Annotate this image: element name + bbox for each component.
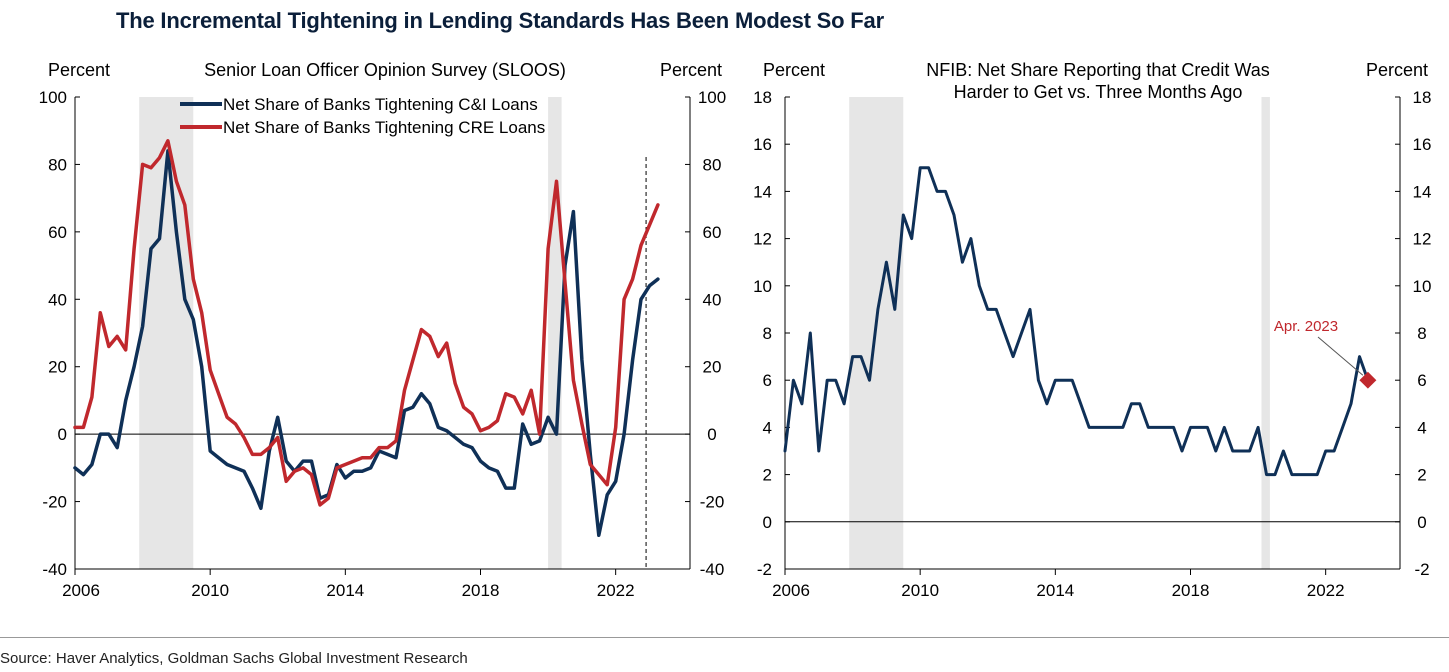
y-tick-label-left: 6 <box>763 371 772 390</box>
x-tick-label: 2010 <box>901 581 939 600</box>
y-tick-label-left: 0 <box>763 513 772 532</box>
y-tick-label-left: 8 <box>763 324 772 343</box>
y-tick-label-right: 20 <box>703 358 722 377</box>
y-tick-label-left: -2 <box>757 560 772 579</box>
series-line-nfib <box>783 166 1370 477</box>
x-tick-label: 2014 <box>1036 581 1074 600</box>
y-tick-label-left: 40 <box>48 290 67 309</box>
y-tick-label-right: 16 <box>1413 135 1432 154</box>
y-tick-label-left: 80 <box>48 155 67 174</box>
y-tick-label-right: 60 <box>703 223 722 242</box>
y-tick-label-left: 100 <box>39 88 67 107</box>
y-tick-label-right: 10 <box>1413 277 1432 296</box>
legend-label: Net Share of Banks Tightening CRE Loans <box>223 118 545 137</box>
y-tick-label-left: 20 <box>48 358 67 377</box>
chart-title-line: NFIB: Net Share Reporting that Credit Wa… <box>926 60 1269 80</box>
x-tick-label: 2014 <box>326 581 364 600</box>
annotation-leader <box>1317 336 1364 376</box>
y-tick-label-right: 6 <box>1417 371 1426 390</box>
x-tick-label: 2018 <box>462 581 500 600</box>
y-tick-label-right: 0 <box>707 425 716 444</box>
y-tick-label-right: 40 <box>703 290 722 309</box>
y-axis-label-left: Percent <box>763 60 825 80</box>
y-axis-label-left: Percent <box>48 60 110 80</box>
legend-label: Net Share of Banks Tightening C&I Loans <box>223 95 538 114</box>
y-tick-label-right: 18 <box>1413 88 1432 107</box>
y-tick-label-right: 8 <box>1417 324 1426 343</box>
y-tick-label-left: -40 <box>42 560 67 579</box>
series-line-cre-loans <box>73 139 660 507</box>
chart-title-line: Harder to Get vs. Three Months Ago <box>954 82 1243 102</box>
annotation-label: Apr. 2023 <box>1274 318 1338 335</box>
y-tick-label-left: 18 <box>753 88 772 107</box>
chart-title: Senior Loan Officer Opinion Survey (SLOO… <box>204 60 566 80</box>
y-tick-label-right: 0 <box>1417 513 1426 532</box>
y-tick-label-right: -20 <box>700 493 725 512</box>
y-tick-label-right: 2 <box>1417 466 1426 485</box>
page-title: The Incremental Tightening in Lending St… <box>116 8 884 33</box>
source-divider <box>0 637 1449 638</box>
y-tick-label-left: -20 <box>42 493 67 512</box>
y-tick-label-right: -2 <box>1414 560 1429 579</box>
y-tick-label-right: 12 <box>1413 230 1432 249</box>
y-tick-label-right: 4 <box>1417 418 1426 437</box>
y-axis-label-right: Percent <box>1366 60 1428 80</box>
y-tick-label-right: -40 <box>700 560 725 579</box>
series-line-ci-loans <box>73 149 660 538</box>
x-tick-label: 2022 <box>1307 581 1345 600</box>
left-chart-sloos: -40 -40 -20 -20 0 0 20 20 40 40 60 60 80 80 100 100 2006… <box>39 60 727 600</box>
y-tick-label-left: 2 <box>763 466 772 485</box>
right-chart-nfib: -2 -2 0 0 2 2 4 4 6 6 8 8 10 10 12 12 14 14 16 16 18 18 2006 20… <box>753 60 1431 600</box>
y-tick-label-right: 100 <box>698 88 726 107</box>
y-tick-label-right: 80 <box>703 155 722 174</box>
x-tick-label: 2022 <box>597 581 635 600</box>
y-tick-label-right: 14 <box>1413 182 1432 201</box>
y-tick-label-left: 60 <box>48 223 67 242</box>
y-tick-label-left: 4 <box>763 418 772 437</box>
recession-shade <box>548 97 562 569</box>
x-tick-label: 2018 <box>1172 581 1210 600</box>
source-note: Source: Haver Analytics, Goldman Sachs G… <box>0 650 468 667</box>
recession-shade <box>1261 97 1270 569</box>
x-tick-label: 2006 <box>62 581 100 600</box>
y-tick-label-left: 12 <box>753 230 772 249</box>
y-tick-label-left: 10 <box>753 277 772 296</box>
y-tick-label-left: 16 <box>753 135 772 154</box>
y-axis-label-right: Percent <box>660 60 722 80</box>
x-tick-label: 2010 <box>191 581 229 600</box>
y-tick-label-left: 14 <box>753 182 772 201</box>
y-tick-label-left: 0 <box>58 425 67 444</box>
x-tick-label: 2006 <box>772 581 810 600</box>
